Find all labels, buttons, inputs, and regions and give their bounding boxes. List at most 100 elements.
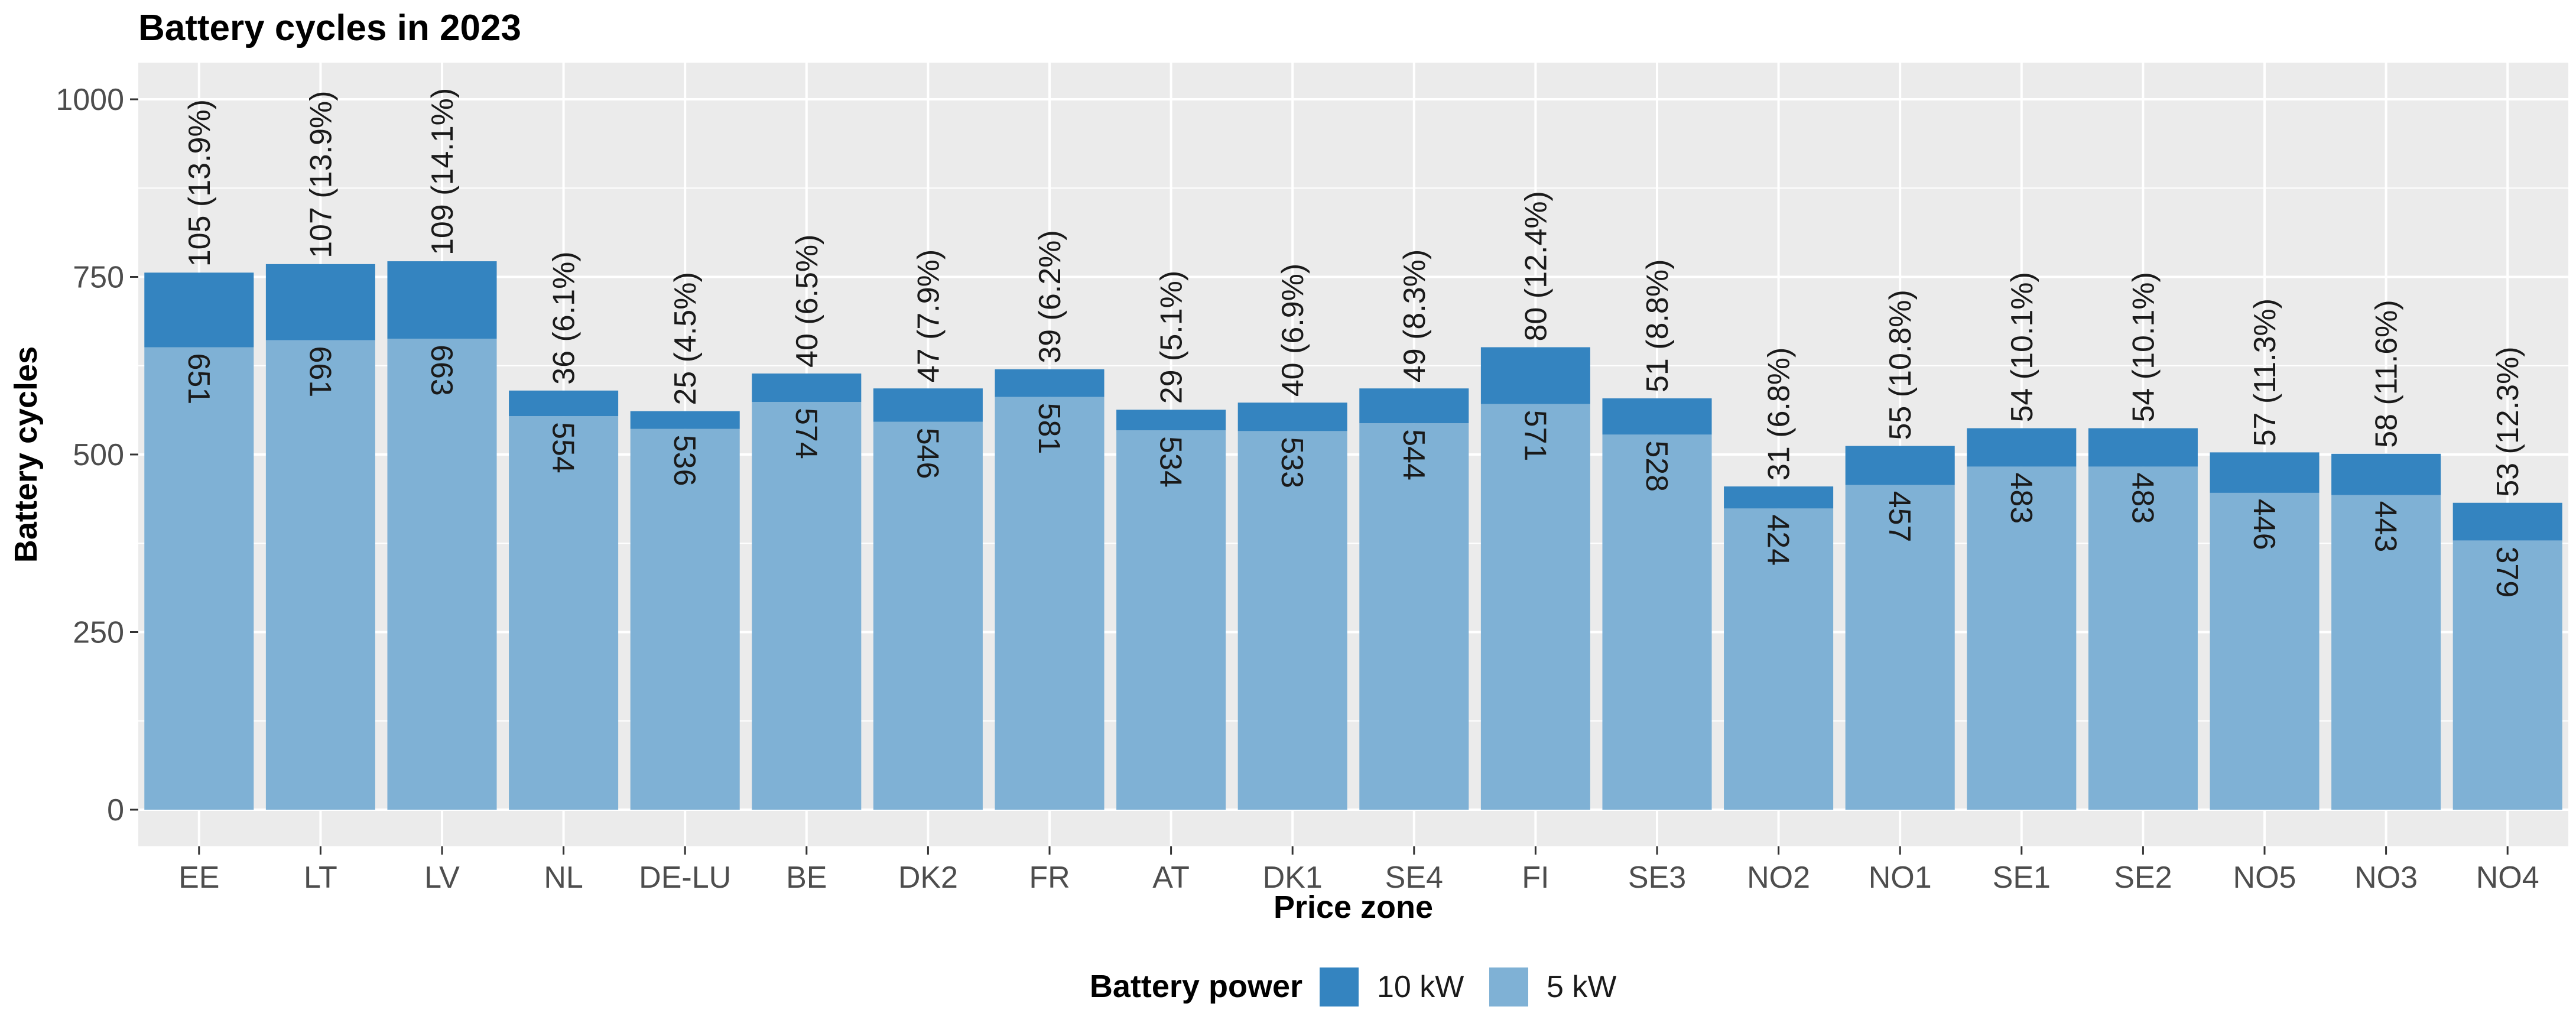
- bar-label-10kw: 105 (13.9%): [183, 99, 217, 267]
- bar-label-5kw: 571: [1518, 410, 1552, 462]
- bar-label-5kw: 424: [1761, 514, 1795, 566]
- bar-10kw-se3: [1602, 398, 1712, 435]
- bar-10kw-dk2: [873, 388, 983, 422]
- bar-label-10kw: 39 (6.2%): [1033, 230, 1067, 363]
- bar-label-10kw: 40 (6.9%): [1276, 264, 1310, 397]
- bar-label-5kw: 536: [667, 435, 701, 486]
- bar-10kw-ee: [144, 272, 254, 348]
- x-tick-label: DK1: [1263, 861, 1323, 895]
- y-axis: 0 250 500 750 1000: [56, 83, 138, 827]
- x-tick-label: SE4: [1385, 861, 1443, 895]
- bar-5kw-se3: [1602, 434, 1712, 810]
- x-tick-label: LT: [304, 861, 337, 895]
- bar-label-10kw: 54 (10.1%): [2126, 272, 2161, 422]
- bar-5kw-ee: [144, 347, 254, 810]
- bar-label-5kw: 661: [303, 346, 337, 397]
- bar-label-5kw: 544: [1396, 429, 1431, 480]
- legend-title: Battery power: [1090, 969, 1302, 1004]
- bar-label-5kw: 651: [181, 353, 216, 404]
- bar-10kw-no3: [2331, 453, 2441, 495]
- bar-label-10kw: 57 (11.3%): [2248, 298, 2282, 447]
- bar-5kw-se1: [1967, 466, 2077, 810]
- y-tick-label: 250: [73, 616, 124, 650]
- x-tick-label: AT: [1152, 861, 1190, 895]
- bar-10kw-lv: [387, 261, 497, 339]
- bar-label-10kw: 109 (14.1%): [425, 88, 460, 255]
- bar-5kw-se4: [1359, 423, 1469, 810]
- bar-label-10kw: 29 (5.1%): [1155, 271, 1189, 404]
- bar-5kw-nl: [509, 416, 619, 810]
- bar-5kw-se2: [2088, 466, 2198, 810]
- legend-label-5kw: 5 kW: [1547, 970, 1616, 1004]
- bar-labels: 651 105 (13.9%) 661 107 (13.9%) 663 109 (14.1…: [181, 88, 2525, 598]
- bar-label-5kw: 457: [1882, 491, 1916, 543]
- bar-label-5kw: 483: [2004, 472, 2038, 524]
- bar-5kw-lt: [265, 340, 375, 810]
- legend-label-10kw: 10 kW: [1377, 970, 1464, 1004]
- bar-10kw-lt: [265, 264, 375, 340]
- x-tick-label: NO1: [1869, 861, 1932, 895]
- bar-label-10kw: 36 (6.1%): [547, 251, 582, 384]
- x-tick-label: NO2: [1747, 861, 1810, 895]
- bar-5kw-lv: [387, 339, 497, 810]
- bar-10kw-no5: [2210, 452, 2320, 493]
- bar-label-10kw: 40 (6.5%): [790, 235, 824, 368]
- bar-label-5kw: 443: [2369, 501, 2403, 553]
- bar-label-10kw: 51 (8.8%): [1641, 259, 1675, 392]
- x-tick-label: NO4: [2476, 861, 2539, 895]
- bar-10kw-se1: [1967, 428, 2077, 467]
- bar-label-10kw: 49 (8.3%): [1398, 249, 1432, 382]
- bar-5kw-no1: [1845, 485, 1955, 810]
- bar-10kw-no1: [1845, 446, 1955, 485]
- x-tick-label: DE-LU: [639, 861, 731, 895]
- bar-10kw-dk1: [1237, 402, 1347, 431]
- bar-10kw-se2: [2088, 428, 2198, 467]
- bars: [144, 261, 2562, 810]
- bar-label-10kw: 80 (12.4%): [1519, 191, 1553, 341]
- y-tick-label: 500: [73, 438, 124, 472]
- bar-label-10kw: 31 (6.8%): [1762, 348, 1797, 480]
- bar-label-5kw: 528: [1639, 440, 1674, 492]
- bar-label-5kw: 581: [1032, 403, 1066, 454]
- bar-10kw-at: [1116, 410, 1226, 431]
- bar-label-10kw: 47 (7.9%): [911, 249, 946, 382]
- y-tick-label: 1000: [56, 83, 124, 117]
- bar-10kw-de-lu: [630, 411, 740, 429]
- y-tick-label: 0: [107, 793, 124, 827]
- bar-10kw-fi: [1480, 347, 1590, 404]
- x-tick-label: FI: [1522, 861, 1549, 895]
- x-tick-label: SE3: [1628, 861, 1686, 895]
- x-tick-label: BE: [786, 861, 827, 895]
- bar-label-10kw: 25 (4.5%): [668, 272, 703, 405]
- bar-5kw-dk1: [1237, 431, 1347, 810]
- bar-10kw-fr: [995, 369, 1105, 397]
- x-tick-label: SE2: [2114, 861, 2172, 895]
- bar-label-5kw: 533: [1275, 437, 1309, 488]
- bar-10kw-se4: [1359, 388, 1469, 424]
- bar-label-5kw: 554: [546, 422, 580, 473]
- legend-swatch-5kw: [1489, 967, 1528, 1006]
- legend: Battery power 10 kW 5 kW: [1090, 967, 1616, 1006]
- bar-10kw-be: [752, 373, 862, 402]
- bar-10kw-nl: [509, 390, 619, 417]
- bar-5kw-no2: [1724, 508, 1834, 810]
- x-tick-label: FR: [1029, 861, 1070, 895]
- bar-5kw-no4: [2452, 540, 2562, 810]
- x-tick-label: EE: [178, 861, 219, 895]
- bar-5kw-dk2: [873, 421, 983, 810]
- y-tick-label: 750: [73, 261, 124, 295]
- bar-label-5kw: 379: [2490, 546, 2524, 598]
- bar-5kw-no5: [2210, 492, 2320, 810]
- bar-5kw-fr: [995, 397, 1105, 810]
- bar-label-5kw: 574: [789, 408, 823, 459]
- bar-5kw-no3: [2331, 495, 2441, 810]
- x-tick-label: SE1: [1993, 861, 2051, 895]
- x-tick-label: NL: [544, 861, 583, 895]
- bar-label-10kw: 58 (11.6%): [2370, 300, 2404, 448]
- bar-label-10kw: 53 (12.3%): [2491, 346, 2525, 496]
- legend-swatch-10kw: [1320, 967, 1359, 1006]
- x-tick-label: NO3: [2354, 861, 2418, 895]
- bar-label-5kw: 663: [424, 345, 459, 396]
- bar-10kw-no2: [1724, 486, 1834, 509]
